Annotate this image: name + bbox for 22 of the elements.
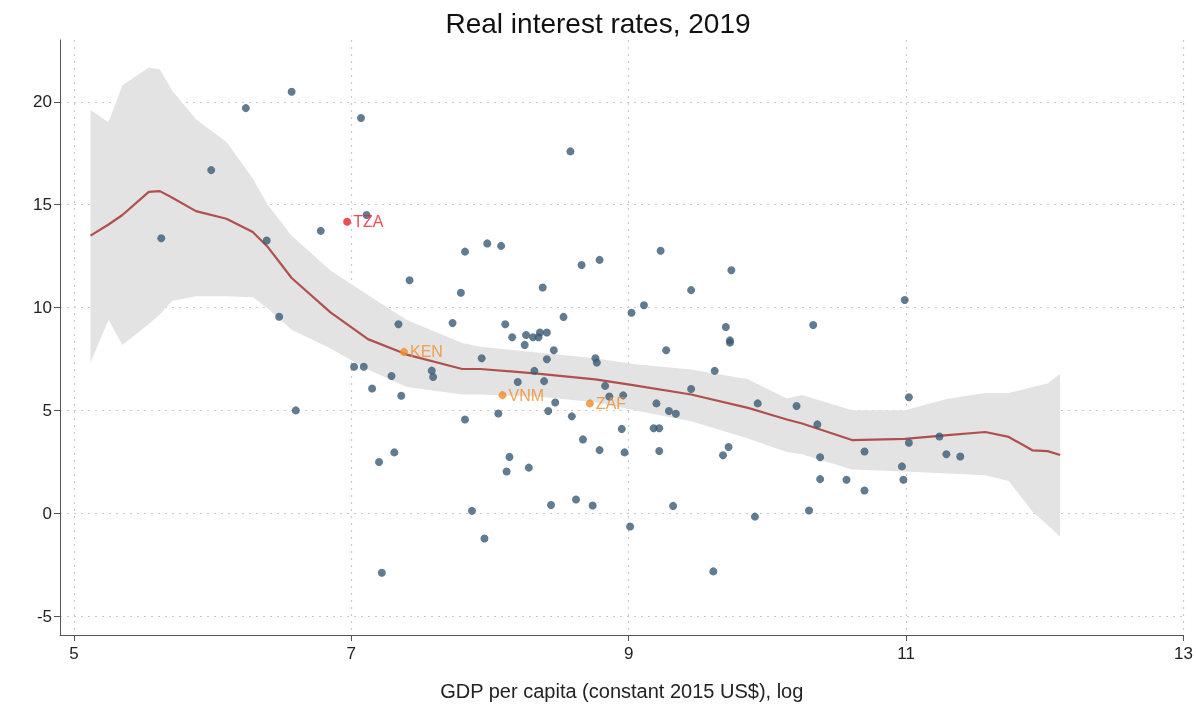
annotation: KEN bbox=[410, 343, 443, 361]
y-tick-label: -5 bbox=[36, 606, 52, 626]
x-axis-title: GDP per capita (constant 2015 US$), log bbox=[440, 680, 804, 702]
annotation: TZA bbox=[353, 213, 384, 231]
annotation: ZAF bbox=[595, 394, 627, 412]
line-series bbox=[89, 190, 1062, 457]
y-tick-label: 5 bbox=[42, 401, 52, 421]
y-tick-label: 0 bbox=[42, 504, 52, 524]
x-tick-label: 11 bbox=[897, 644, 915, 663]
point bbox=[343, 217, 352, 226]
y-tick-label: 10 bbox=[33, 298, 52, 318]
x-tick-label: 7 bbox=[346, 644, 357, 663]
chart-title: Real interest rates, 2019 bbox=[445, 7, 751, 39]
x-tick-label: 5 bbox=[69, 644, 79, 663]
annotation: VNM bbox=[508, 386, 545, 404]
point bbox=[400, 347, 408, 356]
x-tick-label: 13 bbox=[1174, 644, 1194, 663]
point bbox=[498, 391, 507, 400]
y-tick-label: 20 bbox=[33, 92, 52, 112]
x-tick-label: 9 bbox=[623, 644, 634, 663]
y-tick-label: 15 bbox=[33, 195, 52, 215]
point bbox=[585, 399, 594, 408]
